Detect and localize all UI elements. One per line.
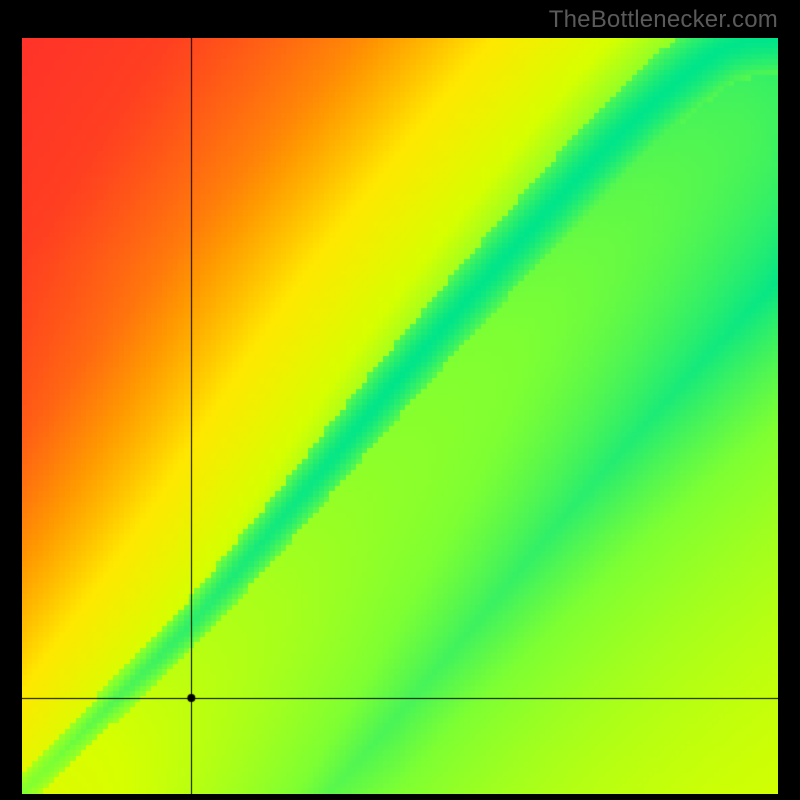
attribution-label: TheBottlenecker.com [549, 6, 778, 34]
bottleneck-heatmap [22, 38, 778, 794]
figure-container: TheBottlenecker.com [0, 0, 800, 800]
